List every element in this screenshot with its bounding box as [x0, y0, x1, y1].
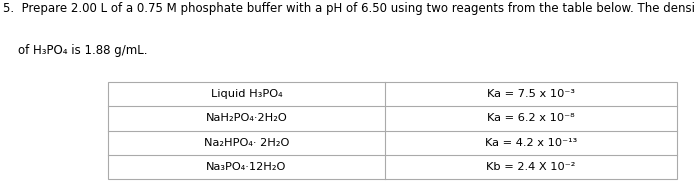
Text: NaH₂PO₄·2H₂O: NaH₂PO₄·2H₂O [205, 114, 287, 123]
Text: Ka = 4.2 x 10⁻¹³: Ka = 4.2 x 10⁻¹³ [485, 138, 577, 148]
Text: Na₂HPO₄· 2H₂O: Na₂HPO₄· 2H₂O [203, 138, 289, 148]
Text: 5.  Prepare 2.00 L of a 0.75 M phosphate buffer with a pH of 6.50 using two reag: 5. Prepare 2.00 L of a 0.75 M phosphate … [3, 2, 694, 15]
Text: Na₃PO₄·12H₂O: Na₃PO₄·12H₂O [206, 162, 287, 172]
Text: of H₃PO₄ is 1.88 g/mL.: of H₃PO₄ is 1.88 g/mL. [3, 44, 148, 57]
Text: Liquid H₃PO₄: Liquid H₃PO₄ [210, 89, 282, 99]
Text: Ka = 7.5 x 10⁻³: Ka = 7.5 x 10⁻³ [487, 89, 575, 99]
Text: Ka = 6.2 x 10⁻⁸: Ka = 6.2 x 10⁻⁸ [487, 114, 575, 123]
Text: Kb = 2.4 X 10⁻²: Kb = 2.4 X 10⁻² [486, 162, 575, 172]
